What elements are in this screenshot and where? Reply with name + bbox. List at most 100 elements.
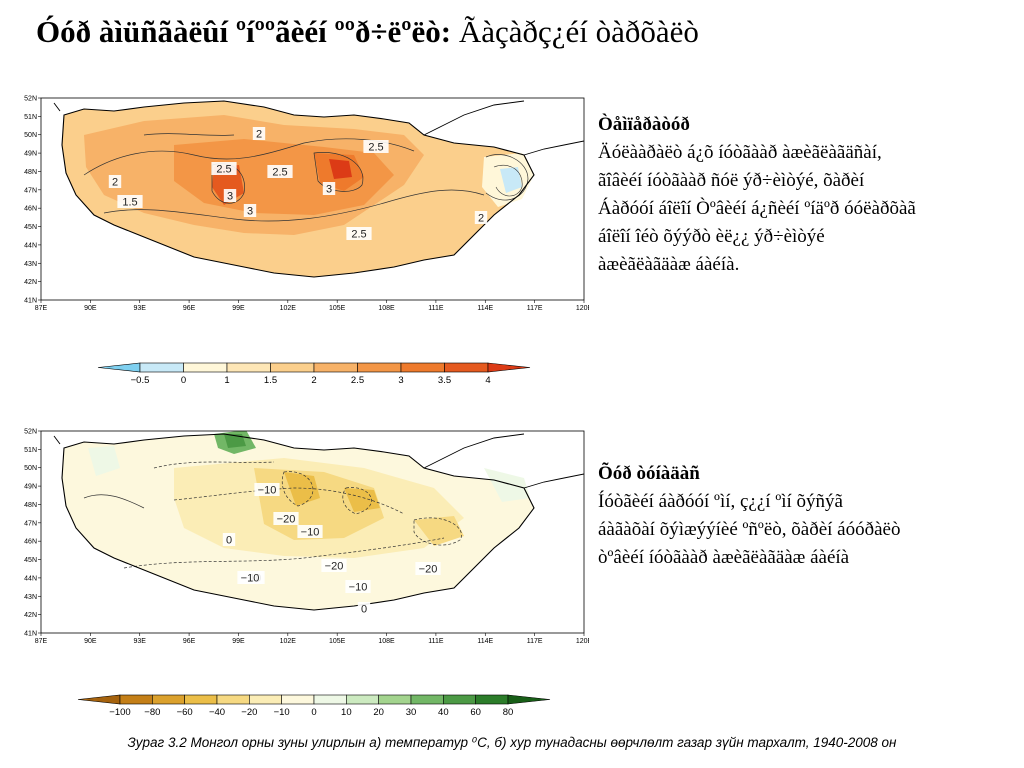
contour-label: 2 — [478, 213, 484, 225]
lat-label: 45N — [24, 224, 37, 231]
colorbar-tick-label: 30 — [406, 707, 417, 718]
mongolia-border — [61, 100, 535, 278]
contour-label: 2.5 — [368, 142, 383, 154]
colorbar-tick-label: 1 — [224, 375, 229, 386]
precipitation-line-1: Íóòãèéí áàðóóí ºìí, ç¿¿í ºìí õýñýã — [598, 491, 843, 512]
precipitation-heading: Õóð òóíàäàñ — [598, 463, 700, 484]
contour-label-box — [211, 162, 237, 175]
contour-label: −10 — [349, 582, 368, 594]
contour-label: 2.5 — [272, 167, 287, 179]
contour-label: 2.5 — [216, 164, 231, 176]
lat-label: 46N — [24, 539, 37, 546]
temperature-line-3: Áàðóóí áîëîí Òºâèéí á¿ñèéí ºíäºð óóëàðõà… — [598, 198, 916, 219]
colorbar-segment — [313, 694, 347, 705]
colorbar-segment — [378, 694, 412, 705]
contour-label-box — [117, 195, 143, 208]
lon-label: 99E — [232, 638, 245, 645]
contour-label-box — [273, 512, 299, 525]
contour-label: −20 — [419, 564, 438, 576]
lon-label: 120E — [576, 305, 589, 312]
slide-title-bold: Óóð àìüñãàëûí ºíººãèéí ººð÷ëºëò: — [36, 14, 452, 49]
colorbar-segment — [226, 362, 271, 373]
lon-label: 114E — [477, 305, 493, 312]
temperature-line-2: ãîâèéí íóòãààð ñóë ýð÷èìòýé, õàðèí — [598, 170, 865, 191]
lat-label: 43N — [24, 594, 37, 601]
colorbar-segment — [410, 694, 444, 705]
contour-label-box — [237, 571, 263, 584]
colorbar-segment — [216, 694, 250, 705]
temperature-line-1: Äóëààðàëò á¿õ íóòãààð àæèãëàãäñàí, — [598, 142, 882, 163]
temperature-line-4: áîëîí îéò õýýðò èë¿¿ ýð÷èìòýé — [598, 226, 825, 247]
colorbar-tick-label: 2 — [311, 375, 316, 386]
colorbar-segment — [119, 694, 153, 705]
contour-label: −20 — [325, 561, 344, 573]
contour-label: −10 — [301, 527, 320, 539]
precipitation-contour-labels: −10−20−100−20−10−20−100−10 — [222, 483, 441, 616]
temperature-change-map: 2 2.5 2 2.5 3 2.5 3 1.5 3 2.5 2 52N 51N 50N 49N 48N 47N… — [24, 95, 589, 315]
contour-label-box — [346, 227, 372, 240]
colorbar-tick-label: −10 — [274, 707, 290, 718]
contour-label: 1.5 — [122, 197, 137, 209]
contour-label-box — [297, 525, 323, 538]
colorbar-segment — [270, 362, 315, 373]
contour-label-box — [357, 602, 371, 615]
lon-label: 99E — [232, 305, 245, 312]
lat-label: 52N — [24, 96, 37, 103]
contour-label-box — [223, 189, 237, 202]
colorbar-tick-label: 2.5 — [351, 375, 364, 386]
precipitation-change-map: −10−20−100−20−10−20−100−10 52N51N50N49N4… — [24, 428, 589, 648]
contour-label: 3 — [227, 191, 233, 203]
lat-label: 41N — [24, 631, 37, 638]
lon-label: 105E — [329, 305, 346, 312]
lat-label: 49N — [24, 484, 37, 491]
contour-label-box — [415, 562, 441, 575]
lat-label: 47N — [24, 520, 37, 527]
contour-label-box — [252, 127, 266, 140]
colorbar-tick-label: 80 — [503, 707, 514, 718]
colorbar-tick-label: −40 — [209, 707, 225, 718]
temperature-contour-labels: 2 2.5 2 2.5 3 2.5 3 1.5 3 2.5 2 — [108, 127, 488, 241]
contour-label-box — [222, 533, 236, 546]
lon-label: 93E — [133, 638, 146, 645]
temperature-line-5: àæèãëàãäàæ áàéíà. — [598, 254, 740, 275]
lat-label: 44N — [24, 575, 37, 582]
contour-label-box — [254, 483, 280, 496]
colorbar-tick-label: 3 — [398, 375, 403, 386]
lat-label: 50N — [24, 132, 37, 139]
lon-label: 117E — [527, 305, 543, 312]
contour-label: −20 — [277, 514, 296, 526]
longitude-axis-b: 87E 90E 93E 96E 99E 102E 105E 108E 111E 114E 117E 1… — [35, 633, 589, 645]
contour-label-box — [345, 580, 371, 593]
colorbar-segment — [281, 694, 315, 705]
colorbar-arrow-right — [487, 362, 531, 373]
longitude-axis-a: 87E 90E 93E 96E 99E 102E 105E 108E 111E 114E 117E 1… — [35, 300, 589, 312]
slide-title-regular: Ãàçàðç¿éí òàðõàëò — [458, 14, 699, 49]
contour-label: 3 — [326, 184, 332, 196]
lat-label: 44N — [24, 242, 37, 249]
lon-label: 96E — [183, 638, 196, 645]
lat-label: 50N — [24, 465, 37, 472]
colorbar-tick-label: −20 — [241, 707, 257, 718]
colorbar-segment — [400, 362, 445, 373]
figure-caption: Зураг 3.2 Монгол орны зуны улирлын а) те… — [127, 735, 897, 750]
contour-label: −10 — [241, 573, 260, 585]
latitude-axis-b: 52N 51N 50N 49N 48N 47N 46N 45N 44N 43N 42N 41N — [24, 429, 41, 638]
colorbar-segment — [313, 362, 358, 373]
colorbar-tick-label: 0 — [311, 707, 316, 718]
temperature-description: Òåìïåðàòóð Äóëààðàëò á¿õ íóòãààð àæèãëàã… — [598, 111, 916, 279]
lon-label: 87E — [35, 305, 48, 312]
colorbar-tick-label: −100 — [109, 707, 130, 718]
lat-label: 45N — [24, 557, 37, 564]
lon-label: 96E — [183, 305, 196, 312]
lon-label: 90E — [84, 638, 97, 645]
lat-label: 52N — [24, 429, 37, 436]
colorbar-tick-label: −0.5 — [131, 375, 150, 386]
contour-label: 2 — [112, 177, 118, 189]
contour-label: 2.5 — [351, 229, 366, 241]
colorbar-segment — [152, 694, 185, 705]
lon-label: 108E — [378, 638, 395, 645]
lon-label: 87E — [35, 638, 48, 645]
lat-label: 51N — [24, 447, 37, 454]
lon-label: 90E — [84, 305, 97, 312]
lon-label: 111E — [428, 305, 444, 312]
